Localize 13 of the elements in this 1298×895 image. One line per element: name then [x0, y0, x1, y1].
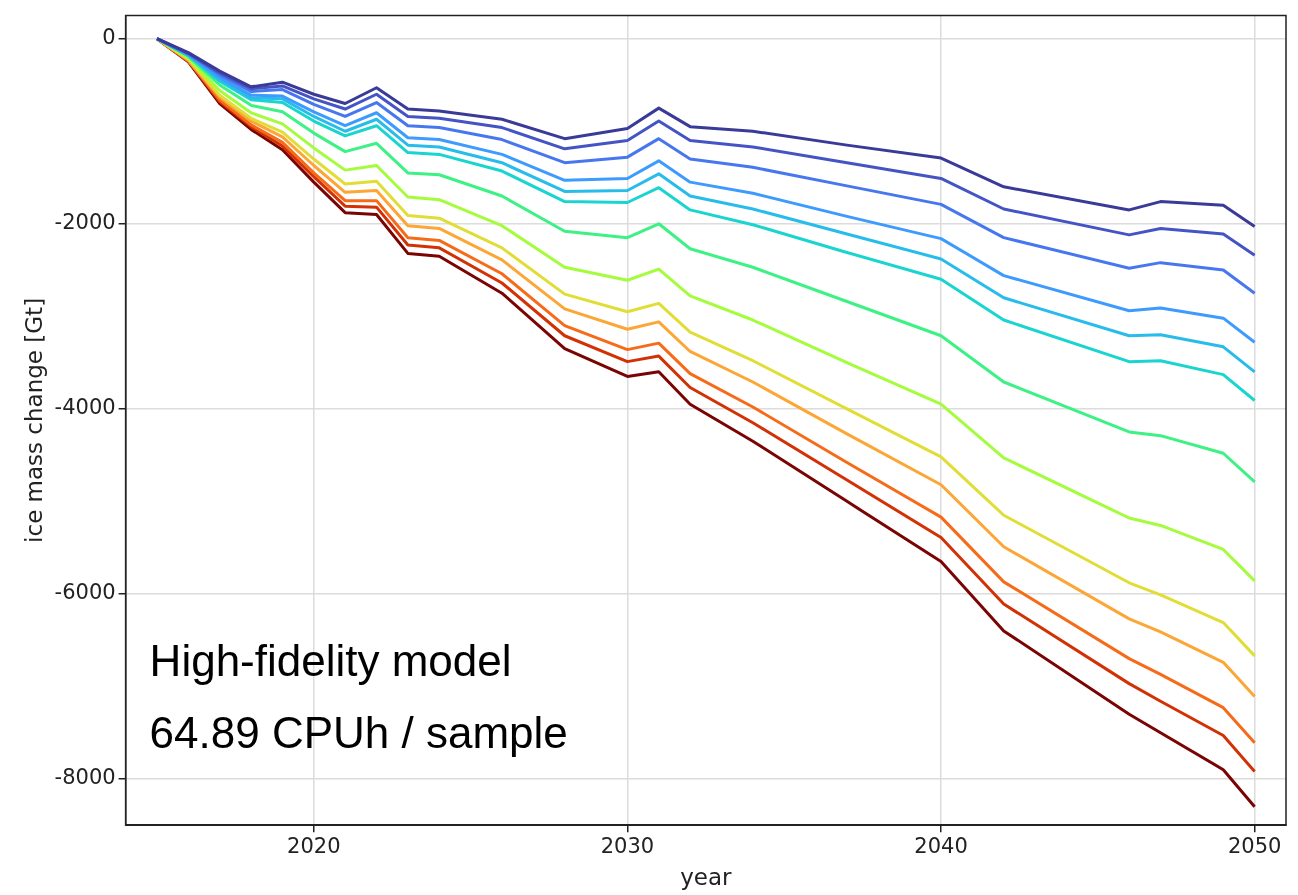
- x-axis-title: year: [680, 864, 733, 891]
- y-axis-title: ice mass change [Gt]: [20, 297, 47, 543]
- y-tick-label: -8000: [54, 765, 116, 790]
- y-tick-label: -4000: [54, 395, 116, 420]
- x-tick-label: 2050: [1227, 834, 1282, 859]
- x-tick-label: 2040: [914, 834, 968, 859]
- x-tick-label: 2030: [600, 834, 655, 859]
- annotation: 64.89 CPUh / sample: [149, 708, 568, 757]
- y-tick-label: 0: [102, 25, 116, 50]
- y-tick-label: -2000: [54, 210, 116, 235]
- x-tick-label: 2020: [287, 834, 341, 859]
- annotation: High-fidelity model: [149, 636, 512, 685]
- y-tick-label: -6000: [54, 580, 116, 605]
